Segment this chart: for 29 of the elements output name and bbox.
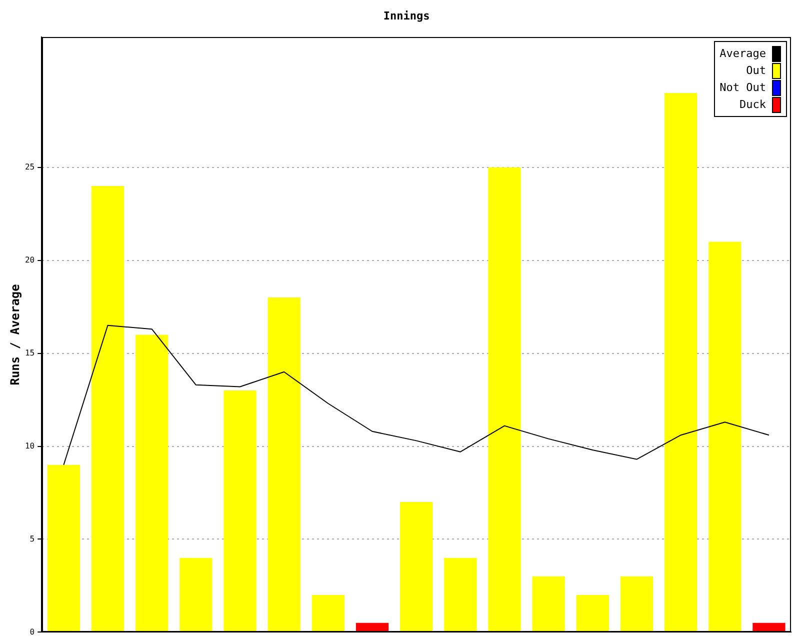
- bar: [532, 576, 565, 632]
- bar: [312, 595, 344, 632]
- bar: [444, 558, 477, 632]
- bar: [91, 186, 124, 632]
- legend-label: Duck: [740, 98, 766, 112]
- chart-title: Innings: [383, 9, 430, 22]
- y-tick-label: 0: [30, 627, 35, 636]
- bar: [708, 242, 742, 632]
- legend-label: Not Out: [720, 81, 766, 94]
- y-tick-label: 15: [24, 348, 35, 358]
- bar: [224, 390, 256, 632]
- bar: [488, 167, 521, 632]
- legend-label: Out: [746, 64, 766, 78]
- y-tick-label: 25: [24, 162, 35, 172]
- legend-label: Average: [720, 47, 766, 60]
- y-axis-title: Runs / Average: [8, 284, 22, 386]
- bar: [356, 622, 389, 632]
- bar: [752, 622, 786, 632]
- bar: [664, 92, 698, 632]
- y-tick-label: 20: [24, 255, 35, 264]
- y-tick-label: 5: [30, 534, 35, 544]
- bar: [400, 502, 433, 632]
- bar: [620, 576, 654, 632]
- bar: [180, 558, 212, 632]
- bar: [47, 464, 80, 632]
- bar: [268, 298, 300, 632]
- y-tick-label: 10: [24, 441, 35, 450]
- bar: [576, 595, 609, 632]
- bar: [136, 334, 168, 632]
